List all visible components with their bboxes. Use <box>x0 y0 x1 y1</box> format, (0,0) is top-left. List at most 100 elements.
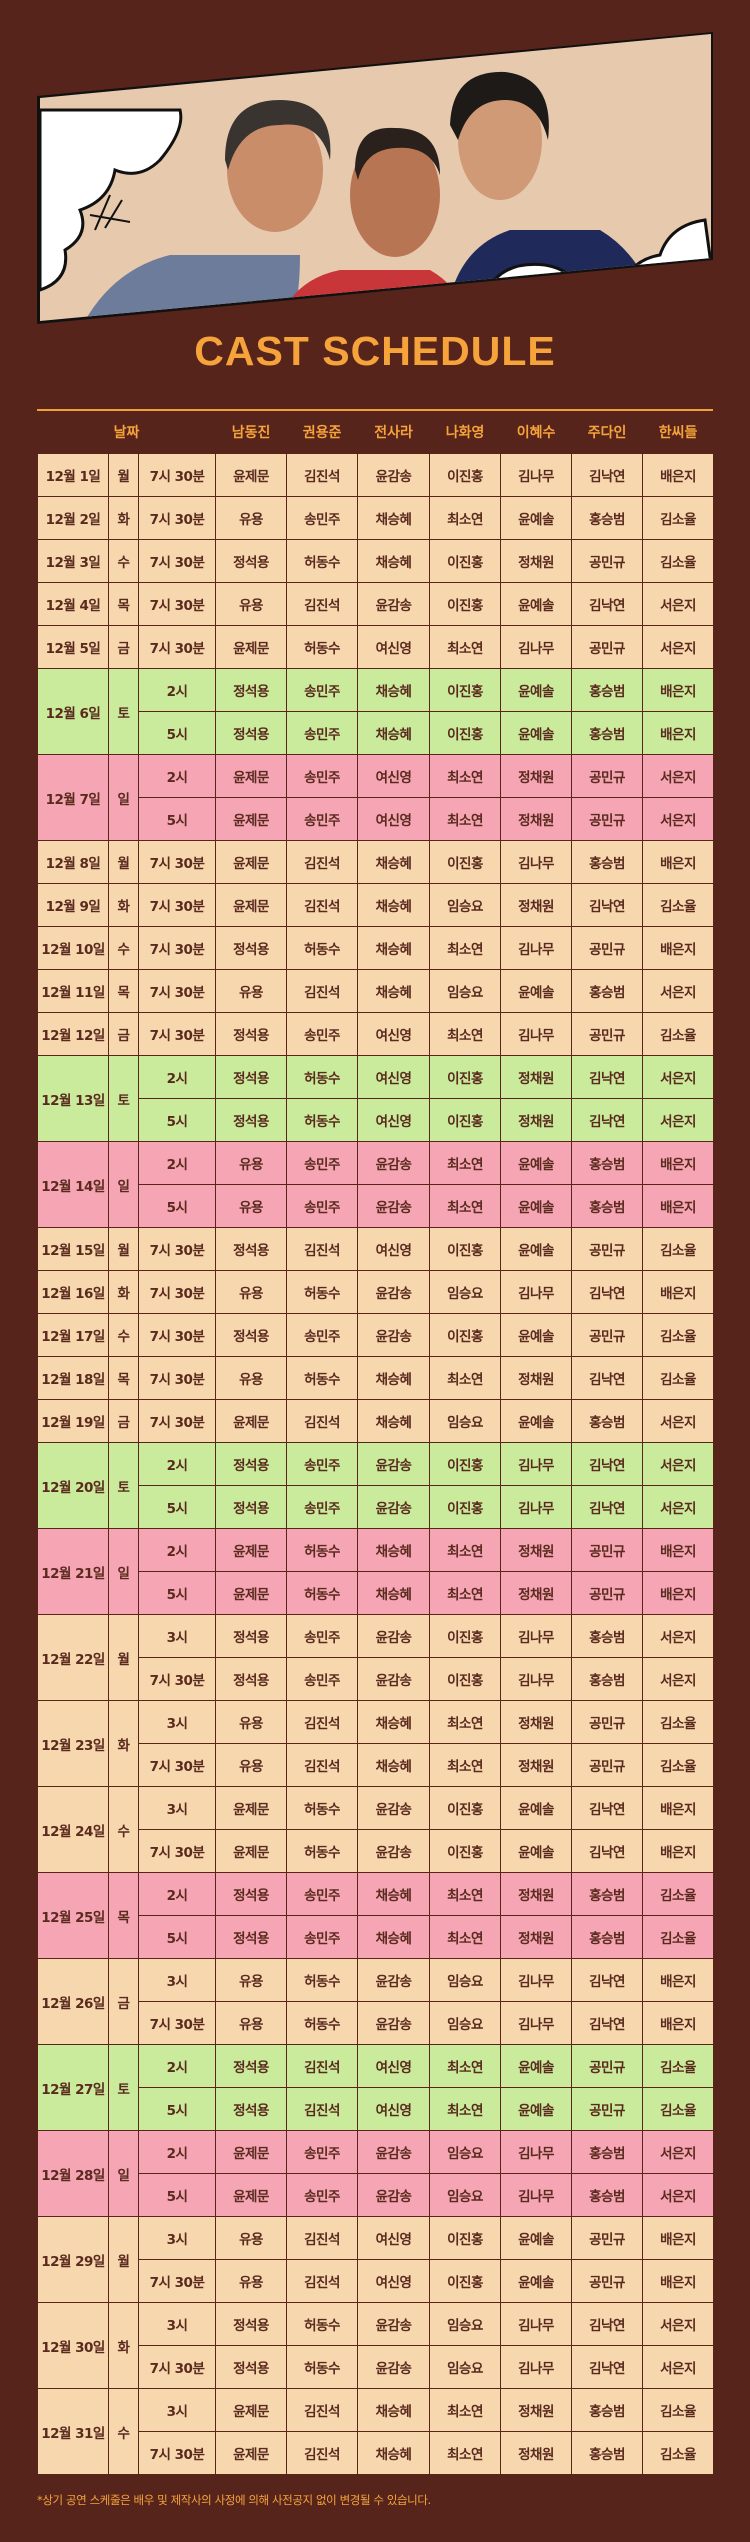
weekday-cell: 토 <box>108 668 139 755</box>
date-cell: 12월 21일 <box>37 1528 109 1615</box>
cast-cell: 김낙연 <box>571 1958 644 2002</box>
date-cell: 12월 20일 <box>37 1442 109 1529</box>
cast-cell: 배은지 <box>642 1829 715 1873</box>
cast-cell: 윤예솔 <box>500 668 573 712</box>
cast-cell: 최소연 <box>429 2044 502 2088</box>
cast-cell: 정석용 <box>215 1098 288 1142</box>
cast-cell: 유용 <box>215 2259 288 2303</box>
cast-cell: 윤예솔 <box>500 2259 573 2303</box>
cast-cell: 김낙연 <box>571 1055 644 1099</box>
cast-cell: 서은지 <box>642 797 715 841</box>
cast-cell: 정채원 <box>500 1571 573 1615</box>
cast-cell: 정석용 <box>215 1485 288 1529</box>
cast-cell: 최소연 <box>429 926 502 970</box>
cast-cell: 송민주 <box>286 668 359 712</box>
cast-cell: 윤감송 <box>357 1958 431 2002</box>
cast-cell: 윤제문 <box>215 840 288 884</box>
cast-cell: 허동수 <box>286 1098 359 1142</box>
cast-cell: 허동수 <box>286 1270 359 1314</box>
cast-cell: 윤제문 <box>215 1786 288 1830</box>
table-row: 7시 30분 유용 허동수 윤감송 임승요 김나무 김낙연 배은지 <box>37 2001 715 2045</box>
weekday-cell: 월 <box>108 1227 139 1271</box>
table-row: 12월 17일 수 7시 30분 정석용 송민주 윤감송 이진홍 윤예솔 공민규 김소율 <box>37 1313 715 1357</box>
cast-cell: 송민주 <box>286 2130 359 2174</box>
cast-cell: 윤제문 <box>215 1829 288 1873</box>
cast-cell: 윤제문 <box>215 754 288 798</box>
cast-cell: 김소율 <box>642 496 715 540</box>
date-cell: 12월 24일 <box>37 1786 109 1873</box>
cast-cell: 김나무 <box>500 2345 573 2389</box>
table-row: 12월 4일 목 7시 30분 유용 김진석 윤감송 이진홍 윤예솔 김낙연 서은지 <box>37 582 715 626</box>
table-row: 5시 윤제문 송민주 여신영 최소연 정채원 공민규 서은지 <box>37 797 715 841</box>
cast-cell: 공민규 <box>571 2216 644 2260</box>
cast-cell: 서은지 <box>642 1614 715 1658</box>
cast-cell: 김소율 <box>642 1872 715 1916</box>
cast-cell: 윤감송 <box>357 1485 431 1529</box>
cast-cell: 채승혜 <box>357 711 431 755</box>
showtime-cell: 3시 <box>137 2388 217 2432</box>
showtime-cell: 2시 <box>137 2044 217 2088</box>
showtime-cell: 2시 <box>137 754 217 798</box>
cast-cell: 홍승범 <box>571 1915 644 1959</box>
cast-cell: 정석용 <box>215 1012 288 1056</box>
weekday-cell: 토 <box>108 1442 139 1529</box>
cast-cell: 이진홍 <box>429 453 502 497</box>
cast-cell: 배은지 <box>642 668 715 712</box>
table-row: 5시 정석용 송민주 채승혜 이진홍 윤예솔 홍승범 배은지 <box>37 711 715 755</box>
cast-cell: 김낙연 <box>571 453 644 497</box>
cast-cell: 배은지 <box>642 1184 715 1228</box>
table-row: 12월 13일 토 2시 정석용 허동수 여신영 이진홍 정채원 김낙연 서은지 <box>37 1055 715 1142</box>
cast-cell: 허동수 <box>286 539 359 583</box>
cast-cell: 공민규 <box>571 2044 644 2088</box>
table-row: 12월 16일 화 7시 30분 유용 허동수 윤감송 임승요 김나무 김낙연 배은지 <box>37 1270 715 1314</box>
cast-cell: 서은지 <box>642 582 715 626</box>
cast-cell: 윤감송 <box>357 2173 431 2217</box>
cast-cell: 배은지 <box>642 2259 715 2303</box>
showtime-cell: 7시 30분 <box>137 1270 217 1314</box>
cast-cell: 배은지 <box>642 2216 715 2260</box>
weekday-cell: 화 <box>108 883 139 927</box>
weekday-cell: 수 <box>108 539 139 583</box>
cast-cell: 서은지 <box>642 625 715 669</box>
cast-cell: 공민규 <box>571 754 644 798</box>
cast-schedule-table: 날짜 남동진 권용준 전사라 나화영 이혜수 주다인 한씨들 12월 1일 월 7시… <box>37 411 715 2475</box>
cast-cell: 김나무 <box>500 2130 573 2174</box>
cast-cell: 김진석 <box>286 883 359 927</box>
cast-cell: 이진홍 <box>429 1055 502 1099</box>
table-row: 5시 윤제문 허동수 채승혜 최소연 정채원 공민규 배은지 <box>37 1571 715 1615</box>
cast-cell: 김나무 <box>500 1442 573 1486</box>
cast-cell: 김낙연 <box>571 1786 644 1830</box>
cast-cell: 윤감송 <box>357 1657 431 1701</box>
cast-cell: 윤감송 <box>357 1614 431 1658</box>
header-role: 남동진 <box>231 425 271 441</box>
showtime-cell: 7시 30분 <box>137 539 217 583</box>
cast-cell: 윤감송 <box>357 2130 431 2174</box>
cast-cell: 김진석 <box>286 453 359 497</box>
date-cell: 12월 14일 <box>37 1141 109 1228</box>
cast-cell: 정석용 <box>215 1657 288 1701</box>
cast-cell: 윤예솔 <box>500 1829 573 1873</box>
cast-cell: 최소연 <box>429 1528 502 1572</box>
cast-cell: 정채원 <box>500 797 573 841</box>
cast-cell: 정석용 <box>215 1614 288 1658</box>
cast-cell: 최소연 <box>429 1700 502 1744</box>
cast-cell: 윤감송 <box>357 2001 431 2045</box>
cast-cell: 김진석 <box>286 2388 359 2432</box>
cast-cell: 최소연 <box>429 1571 502 1615</box>
table-row: 7시 30분 정석용 송민주 윤감송 이진홍 김나무 홍승범 서은지 <box>37 1657 715 1701</box>
weekday-cell: 수 <box>108 1313 139 1357</box>
date-cell: 12월 13일 <box>37 1055 109 1142</box>
table-row: 12월 18일 목 7시 30분 유용 허동수 채승혜 최소연 정채원 김낙연 김소율 <box>37 1356 715 1400</box>
table-row: 7시 30분 정석용 허동수 윤감송 임승요 김나무 김낙연 서은지 <box>37 2345 715 2389</box>
cast-cell: 김나무 <box>500 2001 573 2045</box>
showtime-cell: 5시 <box>137 1485 217 1529</box>
schedule-disclaimer: *상기 공연 스케줄은 배우 및 제작사의 사정에 의해 사전공지 없이 변경될… <box>37 2493 431 2507</box>
cast-cell: 정석용 <box>215 539 288 583</box>
cast-cell: 여신영 <box>357 625 431 669</box>
weekday-cell: 일 <box>108 1141 139 1228</box>
cast-cell: 유용 <box>215 1356 288 1400</box>
cast-cell: 최소연 <box>429 797 502 841</box>
cast-cell: 윤제문 <box>215 883 288 927</box>
cast-cell: 공민규 <box>571 1313 644 1357</box>
cast-cell: 정채원 <box>500 1098 573 1142</box>
